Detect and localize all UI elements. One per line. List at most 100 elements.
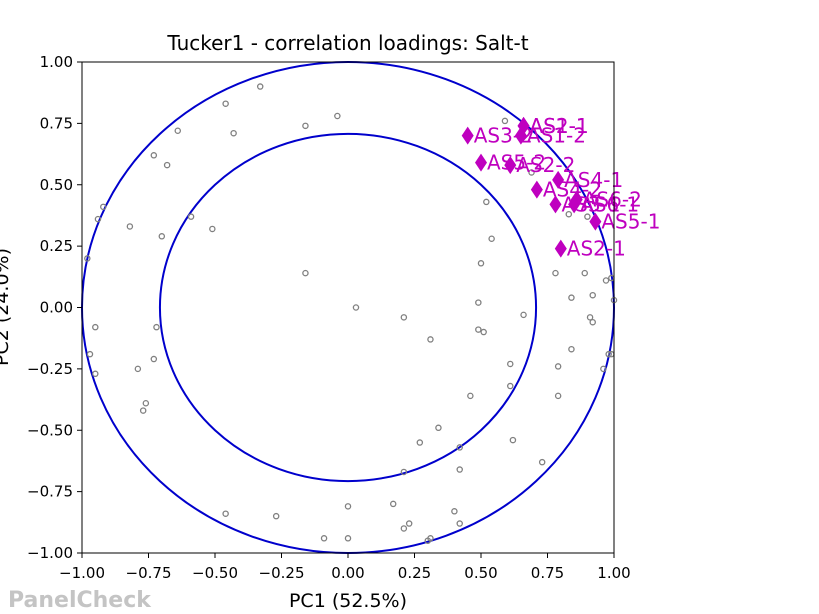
variable-point <box>150 152 158 159</box>
variable-point <box>488 235 495 243</box>
variable-point <box>209 225 216 233</box>
variable-point <box>477 260 485 267</box>
inner-circle <box>158 132 538 483</box>
object-marker <box>552 170 565 189</box>
variable-point <box>174 127 182 134</box>
variable-point <box>552 269 559 277</box>
x-tick-label: 0.25 <box>398 564 431 582</box>
variable-point <box>483 198 490 206</box>
variable-point <box>451 508 458 515</box>
variable-point <box>554 363 562 370</box>
variable-point <box>475 326 482 333</box>
variable-point <box>520 311 527 319</box>
object-marker <box>568 195 581 214</box>
y-axis-label: PC2 (24.0%) <box>0 248 13 366</box>
variable-point <box>456 444 463 451</box>
y-tick-label: −0.50 <box>27 421 73 439</box>
variable-point <box>320 535 328 542</box>
variable-point <box>501 117 509 125</box>
x-tick-label: 0.50 <box>464 564 497 582</box>
variable-point <box>586 314 594 321</box>
variable-point <box>230 129 237 137</box>
variable-point <box>389 500 397 508</box>
object-label: AS5-2 <box>487 151 546 175</box>
variable-point <box>256 83 264 90</box>
x-tick-label: 1.00 <box>597 564 630 582</box>
variable-point <box>456 520 463 527</box>
variable-point <box>150 355 158 363</box>
chart-title: Tucker1 - correlation loadings: Salt-t <box>166 31 528 55</box>
object-label: AS1-2 <box>527 124 586 148</box>
variable-point <box>509 436 517 444</box>
object-label: AS1-1 <box>530 114 589 138</box>
object-label: AS2-2 <box>516 153 575 177</box>
x-axis-ticks: −1.00 −0.75 −0.50 −0.25 0.00 0.25 0.50 0.75 1.00 <box>59 553 631 582</box>
object-points <box>461 116 602 258</box>
variable-point <box>568 345 575 353</box>
x-tick-label: −0.50 <box>192 564 238 582</box>
object-label: AS3-1 <box>561 192 620 216</box>
variable-point <box>400 525 408 532</box>
variable-point <box>554 392 562 400</box>
variable-point <box>92 323 99 331</box>
variable-point <box>605 350 612 358</box>
object-marker <box>589 212 602 231</box>
variable-point <box>163 161 171 169</box>
variable-point <box>581 269 588 277</box>
variable-point <box>400 468 408 476</box>
y-tick-label: 0.50 <box>40 176 73 194</box>
object-marker <box>504 156 517 175</box>
object-label: AS3-2 <box>474 124 533 148</box>
object-marker <box>461 126 474 145</box>
variable-point <box>344 535 352 542</box>
y-tick-label: 1.00 <box>40 53 73 71</box>
y-axis-ticks: −1.00 −0.75 −0.50 −0.25 0.00 0.25 0.50 0.75 1.00 <box>27 53 82 562</box>
variable-point <box>302 122 309 130</box>
variable-point <box>94 215 102 223</box>
variable-point <box>507 360 514 368</box>
variable-point <box>456 466 463 473</box>
variable-point <box>134 365 142 373</box>
variable-point <box>589 291 596 299</box>
object-marker <box>530 180 543 199</box>
x-tick-label: 0.75 <box>531 564 564 582</box>
object-label: AS4-1 <box>564 168 623 192</box>
variable-point <box>352 304 360 311</box>
variable-point <box>153 323 160 331</box>
x-tick-label: 0.00 <box>331 564 364 582</box>
object-marker <box>549 195 562 214</box>
y-tick-label: −1.00 <box>27 544 73 562</box>
variable-point <box>84 255 91 262</box>
object-marker <box>475 153 487 172</box>
variable-point <box>400 314 408 321</box>
variable-point <box>467 392 474 400</box>
y-tick-label: −0.25 <box>27 360 73 378</box>
variable-point <box>142 399 150 407</box>
variable-points <box>84 83 618 544</box>
variable-point <box>92 370 99 378</box>
variable-point <box>302 269 309 277</box>
variable-point <box>538 458 546 466</box>
y-tick-label: 0.75 <box>40 114 73 132</box>
object-label: AS6-1 <box>580 192 639 216</box>
variable-point <box>100 203 107 211</box>
variable-point <box>344 503 352 510</box>
variable-point <box>528 169 535 176</box>
variable-point <box>600 365 607 373</box>
variable-point <box>507 382 514 390</box>
object-label: AS2-1 <box>530 114 589 138</box>
variable-point <box>568 294 575 301</box>
variable-point <box>427 535 434 542</box>
variable-point <box>416 439 424 446</box>
variable-point <box>272 512 280 520</box>
object-label: AS6-2 <box>583 187 642 211</box>
variable-point <box>565 210 573 218</box>
object-label: AS2-1 <box>567 237 626 261</box>
y-tick-label: 0.00 <box>40 299 73 317</box>
object-marker <box>554 239 567 258</box>
x-tick-label: −0.75 <box>126 564 172 582</box>
variable-point <box>158 233 166 240</box>
y-tick-label: 0.25 <box>40 237 73 255</box>
variable-point <box>405 520 413 527</box>
